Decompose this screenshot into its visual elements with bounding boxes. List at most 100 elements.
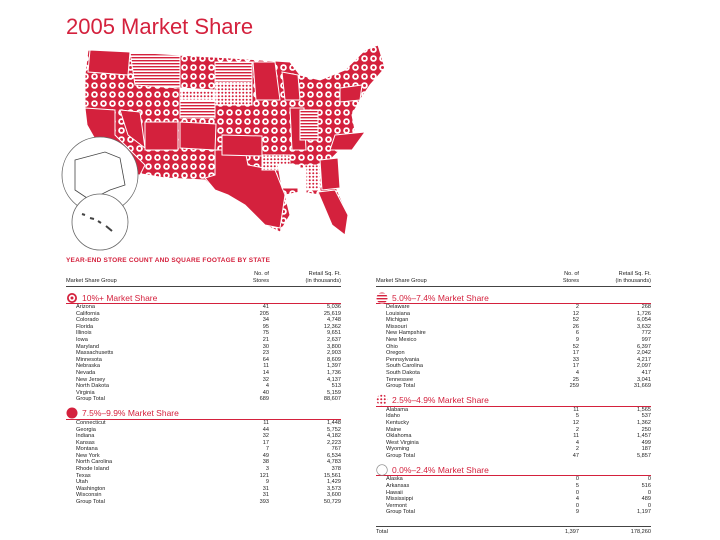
table-cell: 205 — [259, 310, 269, 317]
table-cell: 2,097 — [637, 363, 651, 370]
table-cell: Maine — [386, 426, 402, 433]
table-cell: Kentucky — [386, 419, 410, 426]
table-cell: Kansas — [76, 439, 95, 446]
table-cell: West Virginia — [386, 439, 419, 446]
table-cell: Group Total — [386, 452, 415, 459]
column-header-line: No. of — [564, 271, 579, 278]
title: 2005 Market Share — [66, 14, 254, 39]
table-cell: 3,632 — [637, 323, 651, 330]
table-row: Maryland 30 3,800 — [66, 344, 341, 351]
table-cell: 3,573 — [327, 485, 341, 492]
table-cell: 378 — [331, 466, 341, 473]
column-header: Market Share Group — [376, 278, 539, 284]
table-cell: 250 — [641, 426, 651, 433]
table-cell: Louisiana — [386, 310, 410, 317]
table-row: Arkansas 5 516 — [376, 483, 651, 490]
table-cell: 9 — [575, 336, 579, 343]
group-icon — [376, 292, 388, 303]
table-row: Mississippi 4 489 — [376, 496, 651, 503]
table-cell: Minnesota — [76, 356, 102, 363]
table-cell: 4,748 — [327, 317, 341, 324]
table-cell: Delaware — [386, 304, 410, 310]
group-icon — [66, 407, 78, 419]
table-row: Oklahoma 11 1,457 — [376, 433, 651, 440]
table-row: Kansas 17 2,223 — [66, 440, 341, 447]
table-row: West Virginia 4 499 — [376, 440, 651, 447]
column-header-line: No. of — [254, 271, 269, 278]
table-cell: 38 — [262, 459, 269, 466]
table-cell: 2,903 — [327, 350, 341, 357]
table-cell: Florida — [76, 323, 94, 330]
table-cell: Missouri — [386, 323, 407, 330]
table-cell: 2,042 — [637, 350, 651, 357]
group-name: 10%+ Market Share — [82, 292, 158, 303]
table-row: Massachusetts 23 2,903 — [66, 350, 341, 357]
table-cell: 8,609 — [327, 356, 341, 363]
group-name: 5.0%–7.4% Market Share — [392, 292, 489, 303]
table-cell: 516 — [641, 483, 651, 490]
column-header: Market Share Group — [66, 278, 229, 284]
table-cell: 41 — [262, 304, 269, 310]
table-cell: 9,651 — [327, 330, 341, 337]
table-row: Washington 31 3,573 — [66, 486, 341, 493]
table-cell: 1,448 — [327, 419, 341, 426]
table-row: Group Total 689 88,607 — [66, 396, 341, 403]
column-header-line: Market Share Group — [376, 277, 427, 284]
table-cell: 12,362 — [323, 323, 341, 330]
table-cell: 393 — [259, 499, 269, 506]
table-cell: Arizona — [76, 304, 95, 310]
table-cell: 1,736 — [327, 369, 341, 376]
table-cell: New York — [76, 452, 100, 459]
table-cell: Ohio — [386, 343, 398, 350]
table-cell: 4,182 — [327, 433, 341, 440]
column-header-line: Stores — [562, 277, 579, 284]
table-cell: 489 — [641, 496, 651, 503]
table-cell: 3,041 — [637, 376, 651, 383]
table-cell: 26 — [572, 323, 579, 330]
table-cell: South Carolina — [386, 363, 424, 370]
column-header-line: Retail Sq. Ft. — [308, 271, 341, 278]
table-row: Kentucky 12 1,362 — [376, 420, 651, 427]
table-cell: Group Total — [386, 383, 415, 390]
table-row: Alabama 11 1,565 — [376, 407, 651, 414]
table-row: New York 49 6,534 — [66, 453, 341, 460]
table-cell: Montana — [76, 446, 98, 453]
table-cell: 5 — [575, 413, 579, 420]
table-row: Oregon 17 2,042 — [376, 350, 651, 357]
table-left: Market Share Group No. of Stores Retail Sq.… — [66, 266, 341, 506]
table-row: Montana 7 767 — [66, 446, 341, 453]
table-cell: 5 — [575, 483, 579, 490]
table-row: Missouri 26 3,632 — [376, 324, 651, 331]
table-cell: 75 — [262, 330, 269, 337]
table-cell: 1,397 — [565, 529, 579, 536]
group-name: 0.0%–2.4% Market Share — [392, 464, 489, 475]
table-cell: 2 — [575, 426, 579, 433]
table-cell: 0 — [575, 476, 579, 483]
table-cell: 30 — [262, 343, 269, 350]
table-cell: 417 — [641, 369, 651, 376]
table-cell: California — [76, 310, 100, 317]
map — [61, 44, 386, 251]
table-cell: 4 — [575, 369, 579, 376]
table-cell: 187 — [641, 446, 651, 453]
table-cell: 2 — [575, 446, 579, 453]
table-row: Wyoming 2 187 — [376, 446, 651, 453]
table-cell: Alaska — [386, 476, 403, 483]
table-cell: 11 — [573, 433, 579, 440]
table-cell: 52 — [572, 343, 579, 350]
table-cell: 50,729 — [323, 499, 341, 506]
column-header-line: Retail Sq. Ft. — [618, 271, 651, 278]
group-header: 0.0%–2.4% Market Share — [376, 464, 651, 477]
table-cell: 1,397 — [327, 363, 341, 370]
table-cell: 4,137 — [327, 376, 341, 383]
table-row: Vermont 0 0 — [376, 503, 651, 510]
group-name: 2.5%–4.9% Market Share — [392, 395, 489, 406]
group-header: 5.0%–7.4% Market Share — [376, 292, 651, 304]
table-cell: Group Total — [386, 509, 415, 516]
table-cell: Nevada — [76, 369, 96, 376]
table-cell: 21 — [262, 336, 269, 343]
table-cell: North Dakota — [76, 383, 109, 390]
table-cell: 11 — [573, 406, 579, 413]
table-cell: 4,217 — [637, 356, 651, 363]
table-cell: 178,260 — [630, 529, 651, 536]
